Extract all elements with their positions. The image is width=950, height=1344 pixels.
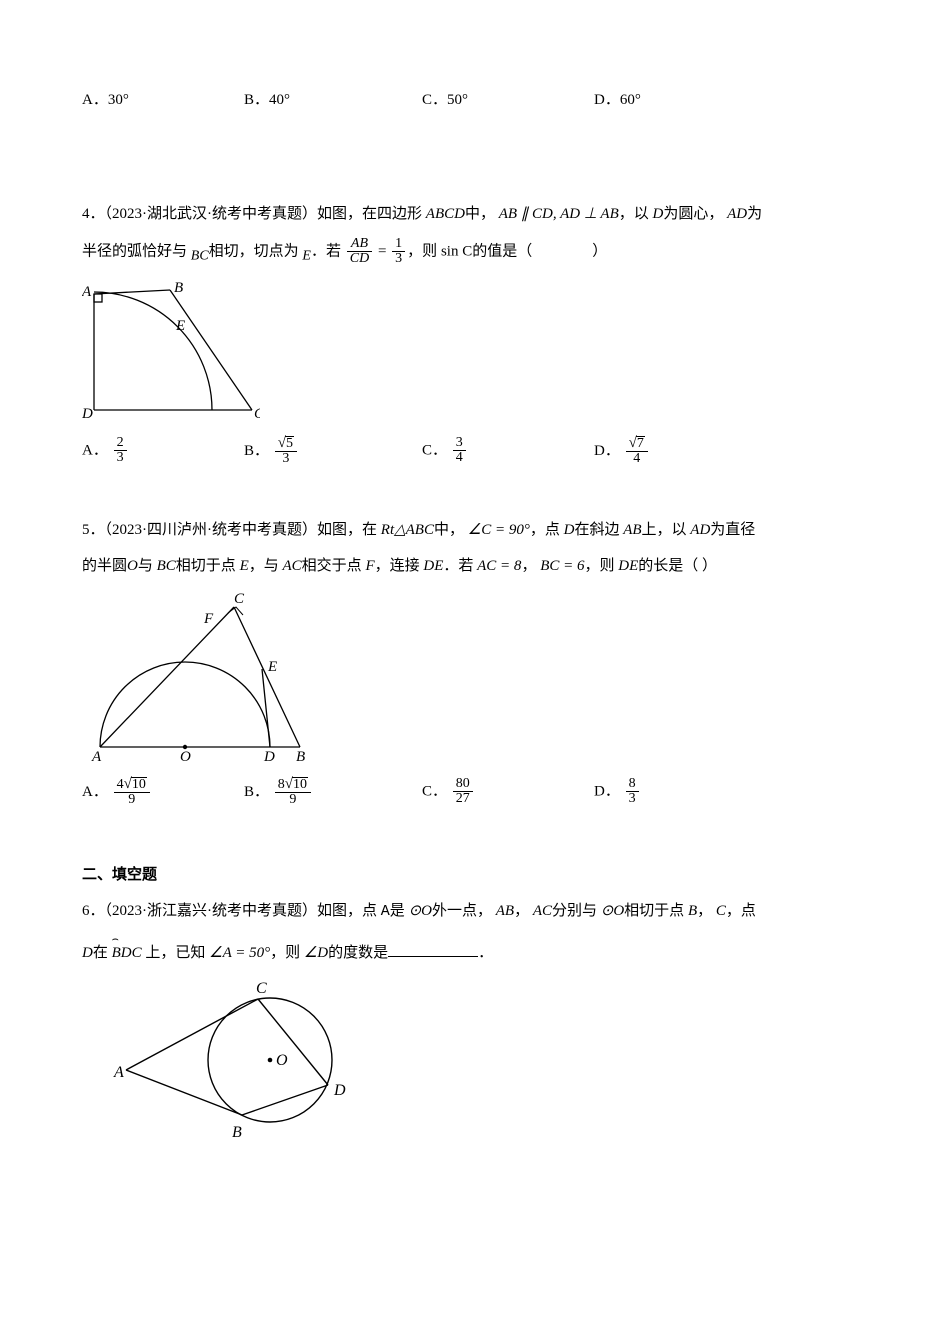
svg-text:D: D [82,406,93,422]
q4-opt-D: D． 74 [594,436,650,467]
q3-C-val: 50° [447,92,468,108]
q5-opt-D: D． 83 [594,777,641,807]
svg-text:C: C [256,980,267,997]
q4: 4．（2023·湖北武汉·统考中考真题）如图，在四边形 ABCD中， AB ∥ … [82,200,868,229]
q6-svg: A B C D O [112,975,367,1145]
q3-opt-C: C．50° [422,86,468,115]
section2-title: 二、填空题 [82,861,868,890]
q4-opt-B: B． 53 [244,436,299,467]
q6-line2: D在 ⌢BDC 上，已知 ∠A = 50°，则 ∠D的度数是． [82,939,868,968]
q3-opt-A: A．30° [82,86,129,115]
q4-svg: A B D C E [82,278,260,426]
svg-text:C: C [254,406,260,422]
svg-text:D: D [333,1082,346,1099]
q4-options: A． 23 B． 53 C． 34 D． 74 [82,436,868,476]
svg-text:F: F [203,611,214,627]
q4-abcd: ABCD [426,206,465,222]
svg-text:E: E [267,659,277,675]
svg-text:E: E [175,318,185,334]
svg-text:A: A [91,749,102,765]
q5-opt-B: B． 810 9 [244,777,313,808]
q5-line2: 的半圆O与 BC相切于点 E，与 AC相交于点 F，连接 DE．若 AC = 8… [82,552,868,581]
q5: 5．（2023·四川泸州·统考中考真题）如图，在 Rt△ABC中， ∠C = 9… [82,516,868,545]
svg-text:B: B [296,749,305,765]
svg-text:O: O [276,1052,288,1069]
q3-options: A．30° B．40° C．50° D．60° [82,86,868,112]
svg-text:O: O [180,749,191,765]
q4-opt-C: C． 34 [422,436,468,466]
q3-D-val: 60° [620,92,641,108]
q4-figure: A B D C E [82,278,868,426]
q6-number: 6． [82,903,105,919]
svg-text:A: A [113,1064,124,1081]
q4-cond: AB ∥ CD, AD ⊥ AB [499,206,619,222]
svg-text:D: D [263,749,275,765]
svg-text:B: B [174,280,183,296]
q5-opt-C: C． 8027 [422,777,475,807]
q3-opt-D: D．60° [594,86,641,115]
q4-opt-A: A． 23 [82,436,129,466]
q5-svg: A O D B C E F [82,589,312,767]
q4-origin: （2023·湖北武汉·统考中考真题） [105,206,318,222]
q6-figure: A B C D O [112,975,868,1145]
q3-A-val: 30° [108,92,129,108]
q5-number: 5． [82,522,105,538]
q5-origin: （2023·四川泸州·统考中考真题） [105,522,318,538]
q6: 6．（2023·浙江嘉兴·统考中考真题）如图，点 A是 ⊙O外一点， AB， A… [82,897,868,927]
q5-options: A． 410 9 B． 810 9 C． 8027 D． 83 [82,777,868,821]
q5-opt-A: A． 410 9 [82,777,152,808]
q4-line2: 半径的弧恰好与 BC相切，切点为 E．若 AB CD = 1 3 ，则 sin … [82,237,868,270]
svg-text:A: A [82,284,92,300]
q4-number: 4． [82,206,105,222]
svg-text:C: C [234,591,245,607]
q3-opt-B: B．40° [244,86,290,115]
q4-ratio-frac: AB CD [347,237,372,267]
q5-figure: A O D B C E F [82,589,868,767]
q6-origin: （2023·浙江嘉兴·统考中考真题） [105,903,318,919]
q3-B-val: 40° [269,92,290,108]
svg-text:B: B [232,1124,242,1141]
q6-blank [388,956,478,957]
